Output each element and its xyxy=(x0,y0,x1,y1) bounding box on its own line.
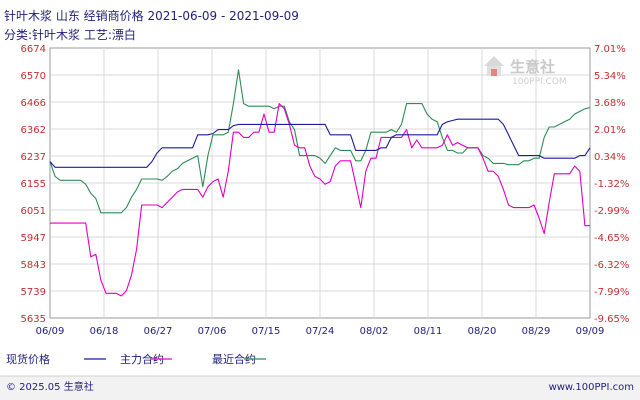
y-left-tick-label: 6570 xyxy=(21,71,46,82)
y-left-tick-label: 6237 xyxy=(21,152,46,163)
footer-copyright: © 2025.05 生意社 xyxy=(6,380,94,393)
footer-site: www.100PPI.com xyxy=(549,382,634,393)
x-tick-label: 07/06 xyxy=(198,326,227,337)
legend-label: 最近合约 xyxy=(212,352,256,366)
y-right-tick-label: -9.65% xyxy=(594,314,629,325)
series-line xyxy=(49,69,591,214)
y-left-tick-label: 5947 xyxy=(21,233,46,244)
x-tick-label: 08/02 xyxy=(360,326,389,337)
x-tick-label: 06/09 xyxy=(36,326,65,337)
x-tick-label: 06/27 xyxy=(144,326,173,337)
y-right-tick-label: 5.34% xyxy=(594,71,626,82)
watermark: 生意社 100PPI.COM xyxy=(484,56,567,87)
y-right-tick-label: 2.01% xyxy=(594,125,626,136)
legend: 现货价格 主力合约 最近合约 xyxy=(6,352,266,366)
y-left-tick-label: 5739 xyxy=(21,287,46,298)
y-right-tick-label: -4.65% xyxy=(594,233,629,244)
series-layer xyxy=(49,69,591,297)
y-right-tick-label: 3.68% xyxy=(594,98,626,109)
y-right-tick-label: -2.99% xyxy=(594,206,629,217)
chart-title: 针叶木浆 山东 经销商价格 2021-06-09 - 2021-09-09 xyxy=(4,8,299,23)
y-left-tick-label: 6155 xyxy=(21,179,46,190)
y-axis-right: 7.01% 5.34% 3.68% 2.01% 0.34% -1.32% -2.99% -4.… xyxy=(594,44,629,325)
y-left-tick-label: 5635 xyxy=(21,314,46,325)
series-line xyxy=(49,118,591,168)
watermark-url: 100PPI.COM xyxy=(512,77,567,87)
legend-label: 主力合约 xyxy=(120,352,164,366)
y-left-tick-label: 6362 xyxy=(21,125,46,136)
x-tick-label: 08/20 xyxy=(468,326,497,337)
x-tick-label: 08/11 xyxy=(414,326,443,337)
x-tick-label: 08/29 xyxy=(522,326,551,337)
watermark-name: 生意社 xyxy=(510,58,555,76)
watermark-logo-icon xyxy=(484,56,504,76)
x-axis: 06/09 06/18 06/27 07/06 07/15 07/24 08/02 08/11… xyxy=(36,326,605,337)
y-right-tick-label: 0.34% xyxy=(594,152,626,163)
x-tick-label: 06/18 xyxy=(90,326,119,337)
y-right-tick-label: -6.32% xyxy=(594,260,629,271)
x-tick-label: 07/15 xyxy=(252,326,281,337)
y-left-tick-label: 5843 xyxy=(21,260,46,271)
y-axis-left: 6674 6570 6466 6362 6237 6155 6051 5947 5843 5739… xyxy=(21,44,46,325)
legend-label: 现货价格 xyxy=(6,352,50,366)
y-left-tick-label: 6674 xyxy=(21,44,46,55)
y-left-tick-label: 6051 xyxy=(21,206,46,217)
y-right-tick-label: 7.01% xyxy=(594,44,626,55)
footer-bar xyxy=(0,376,640,400)
x-tick-label: 07/24 xyxy=(306,326,335,337)
series-line xyxy=(50,103,590,297)
chart-subtitle: 分类:针叶木浆 工艺:漂白 xyxy=(4,27,136,42)
y-left-tick-label: 6466 xyxy=(21,98,46,109)
y-right-tick-label: -1.32% xyxy=(594,179,629,190)
y-right-tick-label: -7.99% xyxy=(594,287,629,298)
x-tick-label: 09/09 xyxy=(576,326,605,337)
